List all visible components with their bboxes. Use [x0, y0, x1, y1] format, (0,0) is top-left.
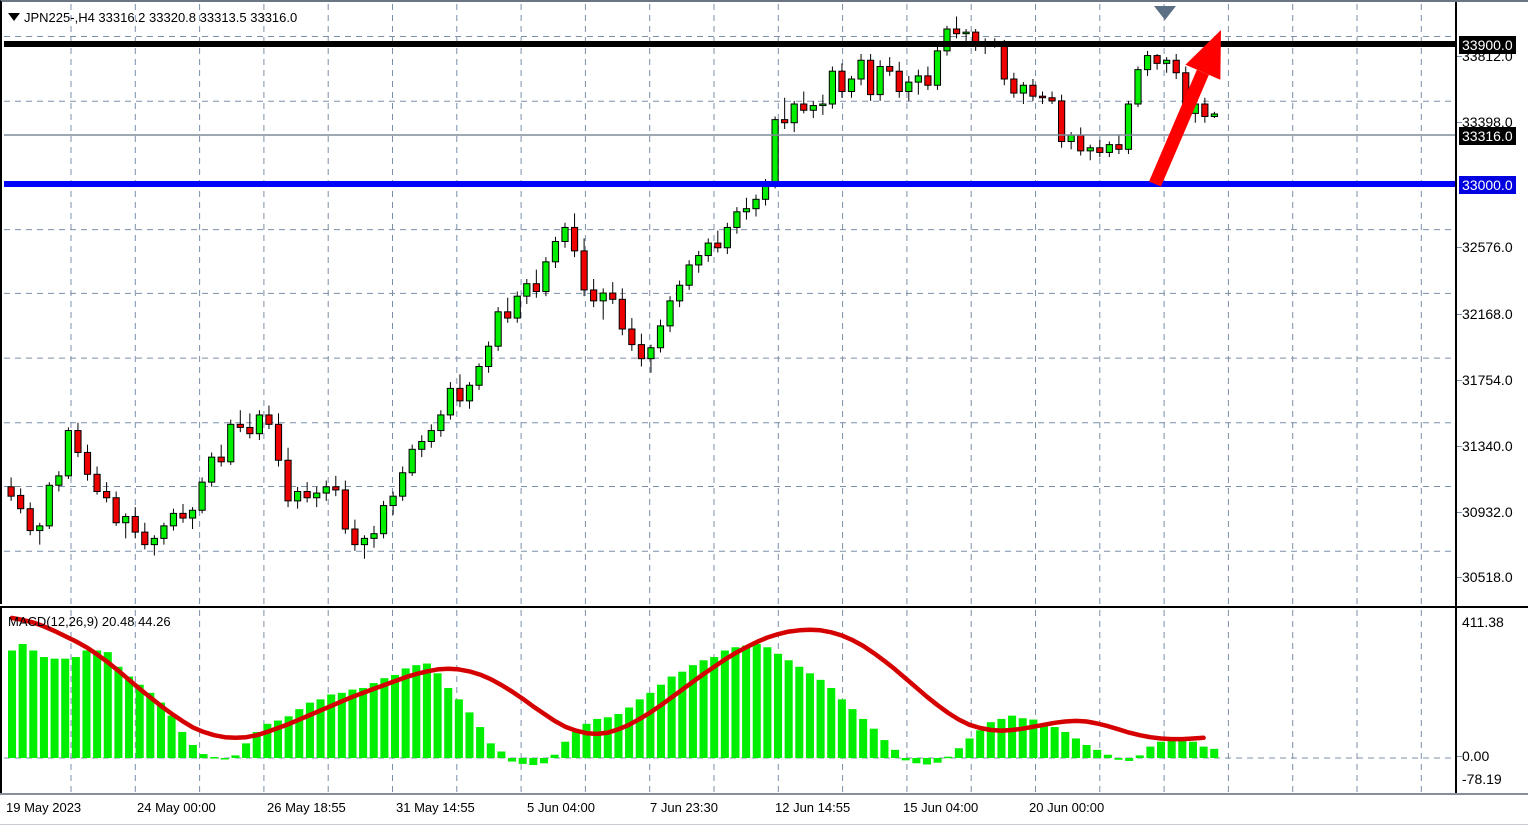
price-scale-label: 33812.0	[1462, 48, 1513, 64]
price-candlestick-svg	[4, 4, 1455, 604]
price-scale-label: 30518.0	[1462, 569, 1513, 585]
price-scale-tag: 33316.0	[1459, 127, 1516, 145]
macd-tick-stub	[1457, 756, 1462, 757]
price-tick-stub	[1457, 512, 1462, 513]
price-scale-label: 33398.0	[1462, 114, 1513, 130]
price-scale-tag: 33900.0	[1459, 36, 1516, 54]
price-scale-label: 32168.0	[1462, 306, 1513, 322]
price-scale-label: 31340.0	[1462, 438, 1513, 454]
symbol-header-text: JPN225-,H4 33316.2 33320.8 33313.5 33316…	[24, 10, 298, 25]
price-scale-label: 32576.0	[1462, 239, 1513, 255]
macd-label: MACD(12,26,9) 20.48 44.26	[8, 614, 171, 629]
macd-indicator-pane[interactable]: MACD(12,26,9) 20.48 44.26 411.38 0.00 -78.…	[0, 606, 1528, 795]
price-tick-stub	[1457, 247, 1462, 248]
time-axis-label: 26 May 18:55	[267, 800, 346, 815]
time-axis-label: 31 May 14:55	[396, 800, 475, 815]
down-triangle-marker	[1154, 6, 1176, 20]
macd-scale-label: -78.19	[1462, 771, 1502, 787]
time-axis-label: 20 Jun 00:00	[1029, 800, 1105, 815]
price-scale[interactable]: 33900.0 33812.0 33398.0 33316.0 33000.0 32576…	[1455, 2, 1528, 606]
collapse-triangle-icon[interactable]	[8, 13, 20, 21]
macd-chart-svg	[4, 610, 1455, 793]
price-scale-label: 30932.0	[1462, 504, 1513, 520]
price-tick-stub	[1457, 314, 1462, 315]
price-scale-tag: 33000.0	[1459, 176, 1516, 194]
time-axis-label: 24 May 00:00	[137, 800, 216, 815]
price-scale-label: 31754.0	[1462, 372, 1513, 388]
time-axis-label: 5 Jun 04:00	[527, 800, 595, 815]
time-axis-label: 15 Jun 04:00	[903, 800, 979, 815]
price-plot-area[interactable]	[4, 4, 1455, 604]
symbol-header: JPN225-,H4 33316.2 33320.8 33313.5 33316…	[8, 10, 297, 25]
price-tick-stub	[1457, 577, 1462, 578]
time-axis-label: 19 May 2023	[6, 800, 82, 815]
time-axis[interactable]: 19 May 2023 24 May 00:00 26 May 18:55 31 Ma…	[0, 793, 1528, 825]
price-tick-stub	[1457, 380, 1462, 381]
macd-scale-label: 411.38	[1462, 614, 1504, 630]
macd-scale[interactable]: 411.38 0.00 -78.19	[1455, 608, 1528, 795]
time-axis-label: 12 Jun 14:55	[775, 800, 851, 815]
bullish-arrow-annotation	[1149, 30, 1221, 187]
price-tick-stub	[1457, 56, 1462, 57]
price-tick-stub	[1457, 122, 1462, 123]
time-axis-label: 7 Jun 23:30	[650, 800, 718, 815]
macd-scale-label: 0.00	[1462, 748, 1490, 764]
macd-plot-area[interactable]	[4, 610, 1455, 793]
price-tick-stub	[1457, 446, 1462, 447]
price-chart-pane[interactable]: JPN225-,H4 33316.2 33320.8 33313.5 33316…	[0, 0, 1528, 606]
